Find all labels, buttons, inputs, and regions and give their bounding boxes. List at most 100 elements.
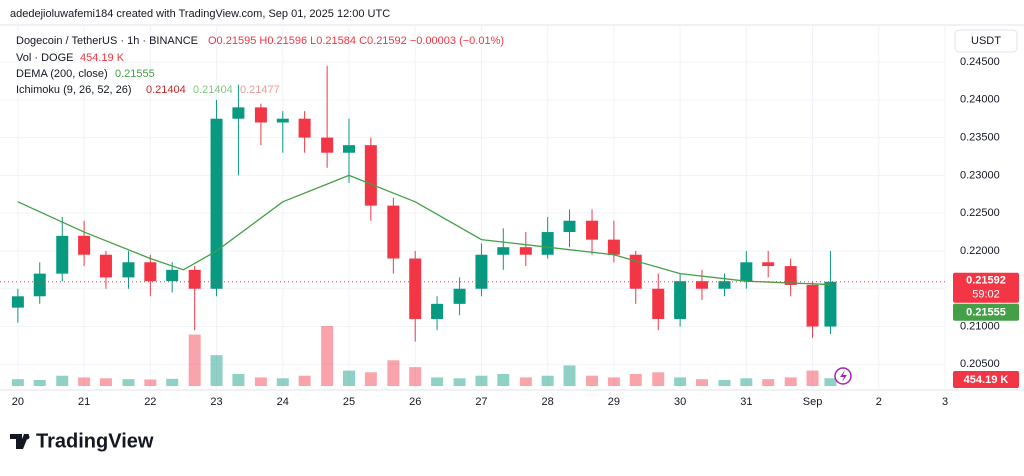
x-tick-label: 31 [740, 396, 752, 408]
volume-bar [453, 378, 466, 386]
volume-bar [342, 370, 355, 386]
candle-body [364, 145, 377, 206]
alert-bolt [840, 370, 847, 382]
x-tick-label: 30 [674, 396, 686, 408]
candle-body [607, 239, 620, 255]
candle-body [387, 205, 400, 259]
x-tick-label: 21 [78, 396, 90, 408]
volume-bar [99, 378, 112, 386]
volume-bar [232, 374, 245, 386]
candle-body [453, 288, 466, 304]
legend: Dogecoin / TetherUS · 1h · BINANCE O0.21… [16, 35, 504, 96]
y-tick-label: 0.22000 [960, 245, 1000, 257]
currency-box[interactable] [954, 29, 1018, 53]
volume-bar [321, 326, 334, 386]
dema-value: 0.21555 [115, 68, 155, 80]
brand: TradingView [36, 430, 154, 452]
candle-body [321, 137, 334, 153]
plot [0, 25, 946, 390]
symbol: Dogecoin / TetherUS · 1h · BINANCE [16, 35, 198, 47]
x-tick-label: 22 [144, 396, 156, 408]
x-tick-label: 24 [277, 396, 289, 408]
volume-bar [11, 379, 24, 386]
volume-bar [33, 380, 46, 386]
candle-body [409, 258, 422, 319]
x-tick-label: 28 [542, 396, 554, 408]
volume-box [953, 371, 1019, 388]
logo-dot [24, 434, 30, 440]
volume-bar [695, 379, 708, 386]
candle-body [166, 269, 179, 282]
candle-body [586, 220, 599, 240]
dema-price-label: 0.21555 [966, 307, 1006, 319]
x-tick-label: 25 [343, 396, 355, 408]
volume-bar [824, 378, 837, 386]
volume-bar [122, 379, 135, 386]
countdown: 59:02 [972, 289, 1000, 301]
candle-body [674, 281, 687, 319]
volume-bar [607, 377, 620, 386]
volume-bar [806, 370, 819, 386]
volume-bar [387, 360, 400, 386]
x-tick-label: 27 [475, 396, 487, 408]
candle-body [563, 220, 576, 233]
volume-bar [718, 380, 731, 386]
y-tick-label: 0.23000 [960, 169, 1000, 181]
y-tick-label: 0.24000 [960, 94, 1000, 106]
candle-body [254, 107, 267, 123]
volume-price-label: 454.19 K [964, 374, 1009, 386]
candle-body [762, 262, 775, 267]
candle-body [718, 281, 731, 289]
x-tick-label: 26 [409, 396, 421, 408]
volume-bar [409, 367, 422, 386]
volume-bar [519, 377, 532, 386]
candle-body [824, 281, 837, 327]
candle-body [541, 232, 554, 255]
candle-body [56, 235, 69, 274]
volume-bar [497, 374, 510, 386]
currency[interactable]: USDT [971, 35, 1001, 47]
candle-body [629, 254, 642, 289]
y-tick-label: 0.21000 [960, 320, 1000, 332]
candle-body [740, 262, 753, 282]
last-price-box [953, 272, 1019, 303]
candle-body [122, 262, 135, 278]
volume-bar [298, 375, 311, 386]
ohlc: O0.21595 H0.21596 L0.21584 C0.21592 −0.0… [208, 35, 504, 47]
volume-bar [784, 377, 797, 386]
candle-body [784, 266, 797, 285]
candle-body [144, 262, 157, 282]
volume-bar [541, 375, 554, 386]
ichimoku-value: 0.21404 [193, 84, 233, 96]
volume-bar [586, 375, 599, 386]
y-tick-label: 0.20500 [960, 358, 1000, 370]
volume-bar [674, 377, 687, 386]
volume-bar [364, 372, 377, 386]
x-tick-label: 2 [876, 396, 882, 408]
volume-bar [210, 355, 223, 386]
candle-body [431, 303, 444, 319]
candle-body [695, 281, 708, 289]
x-tick-label: Sep [803, 396, 823, 408]
volume-bar [276, 378, 289, 386]
y-tick-label: 0.23500 [960, 132, 1000, 144]
dema-box [953, 303, 1019, 321]
x-tick-label: 23 [210, 396, 222, 408]
candle-body [276, 118, 289, 123]
volume-bar [563, 365, 576, 386]
candle-body [652, 288, 665, 319]
volume-bar [431, 377, 444, 386]
volume-bar [56, 375, 69, 386]
candle-body [519, 247, 532, 255]
last-price-label: 0.21592 [966, 275, 1006, 287]
y-tick-label: 0.22500 [960, 207, 1000, 219]
volume-bar [78, 377, 91, 386]
logo-mark [10, 434, 29, 449]
candle-body [210, 118, 223, 289]
candle-body [298, 118, 311, 138]
y-tick-label: 0.24500 [960, 56, 1000, 68]
candle-body [475, 254, 488, 289]
volume-bar [166, 378, 179, 386]
